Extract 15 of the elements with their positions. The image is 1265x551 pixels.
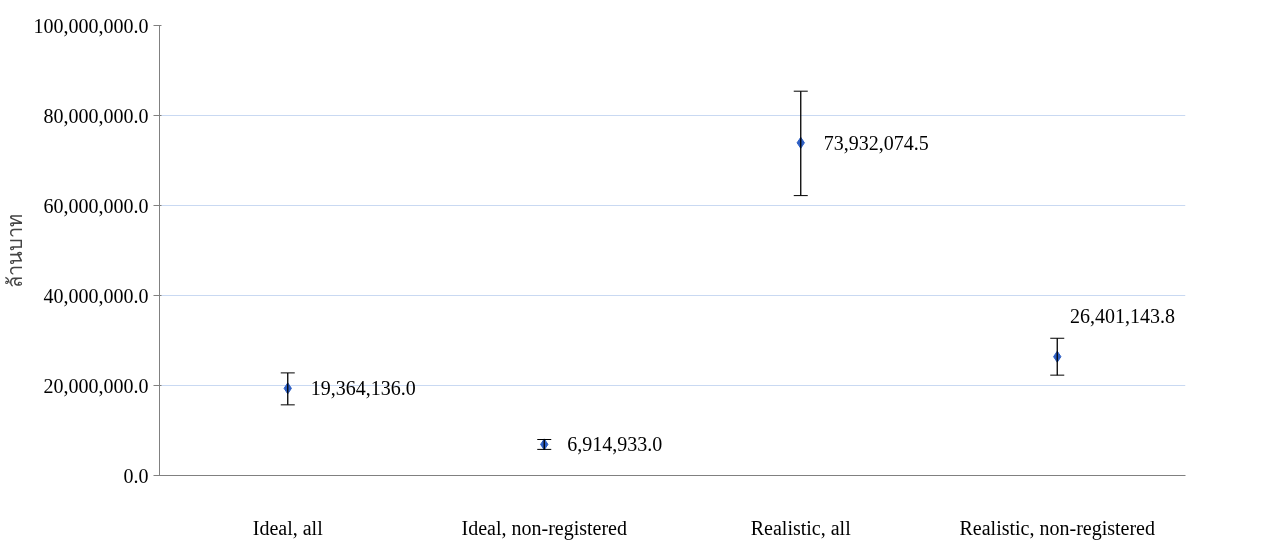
y-tick-label: 100,000,000.0	[33, 14, 149, 37]
x-tick-label: Ideal, all	[252, 516, 324, 539]
y-tick-label: 40,000,000.0	[43, 284, 149, 307]
y-tick-label: 80,000,000.0	[43, 104, 149, 127]
x-tick-label: Ideal, non-registered	[461, 516, 627, 540]
y-tick-label: 0.0	[123, 464, 149, 487]
x-tick-label: Realistic, all	[750, 516, 852, 539]
data-label: 19,364,136.0	[310, 377, 416, 400]
x-tick-label: Realistic, non-registered	[959, 516, 1156, 540]
data-label: 73,932,074.5	[823, 131, 929, 154]
y-axis-title: ล้านบาท	[3, 213, 26, 288]
y-tick-label: 60,000,000.0	[43, 194, 149, 217]
y-tick-label: 20,000,000.0	[43, 374, 149, 397]
data-label: 26,401,143.8	[1070, 305, 1176, 328]
data-label: 6,914,933.0	[567, 433, 663, 456]
